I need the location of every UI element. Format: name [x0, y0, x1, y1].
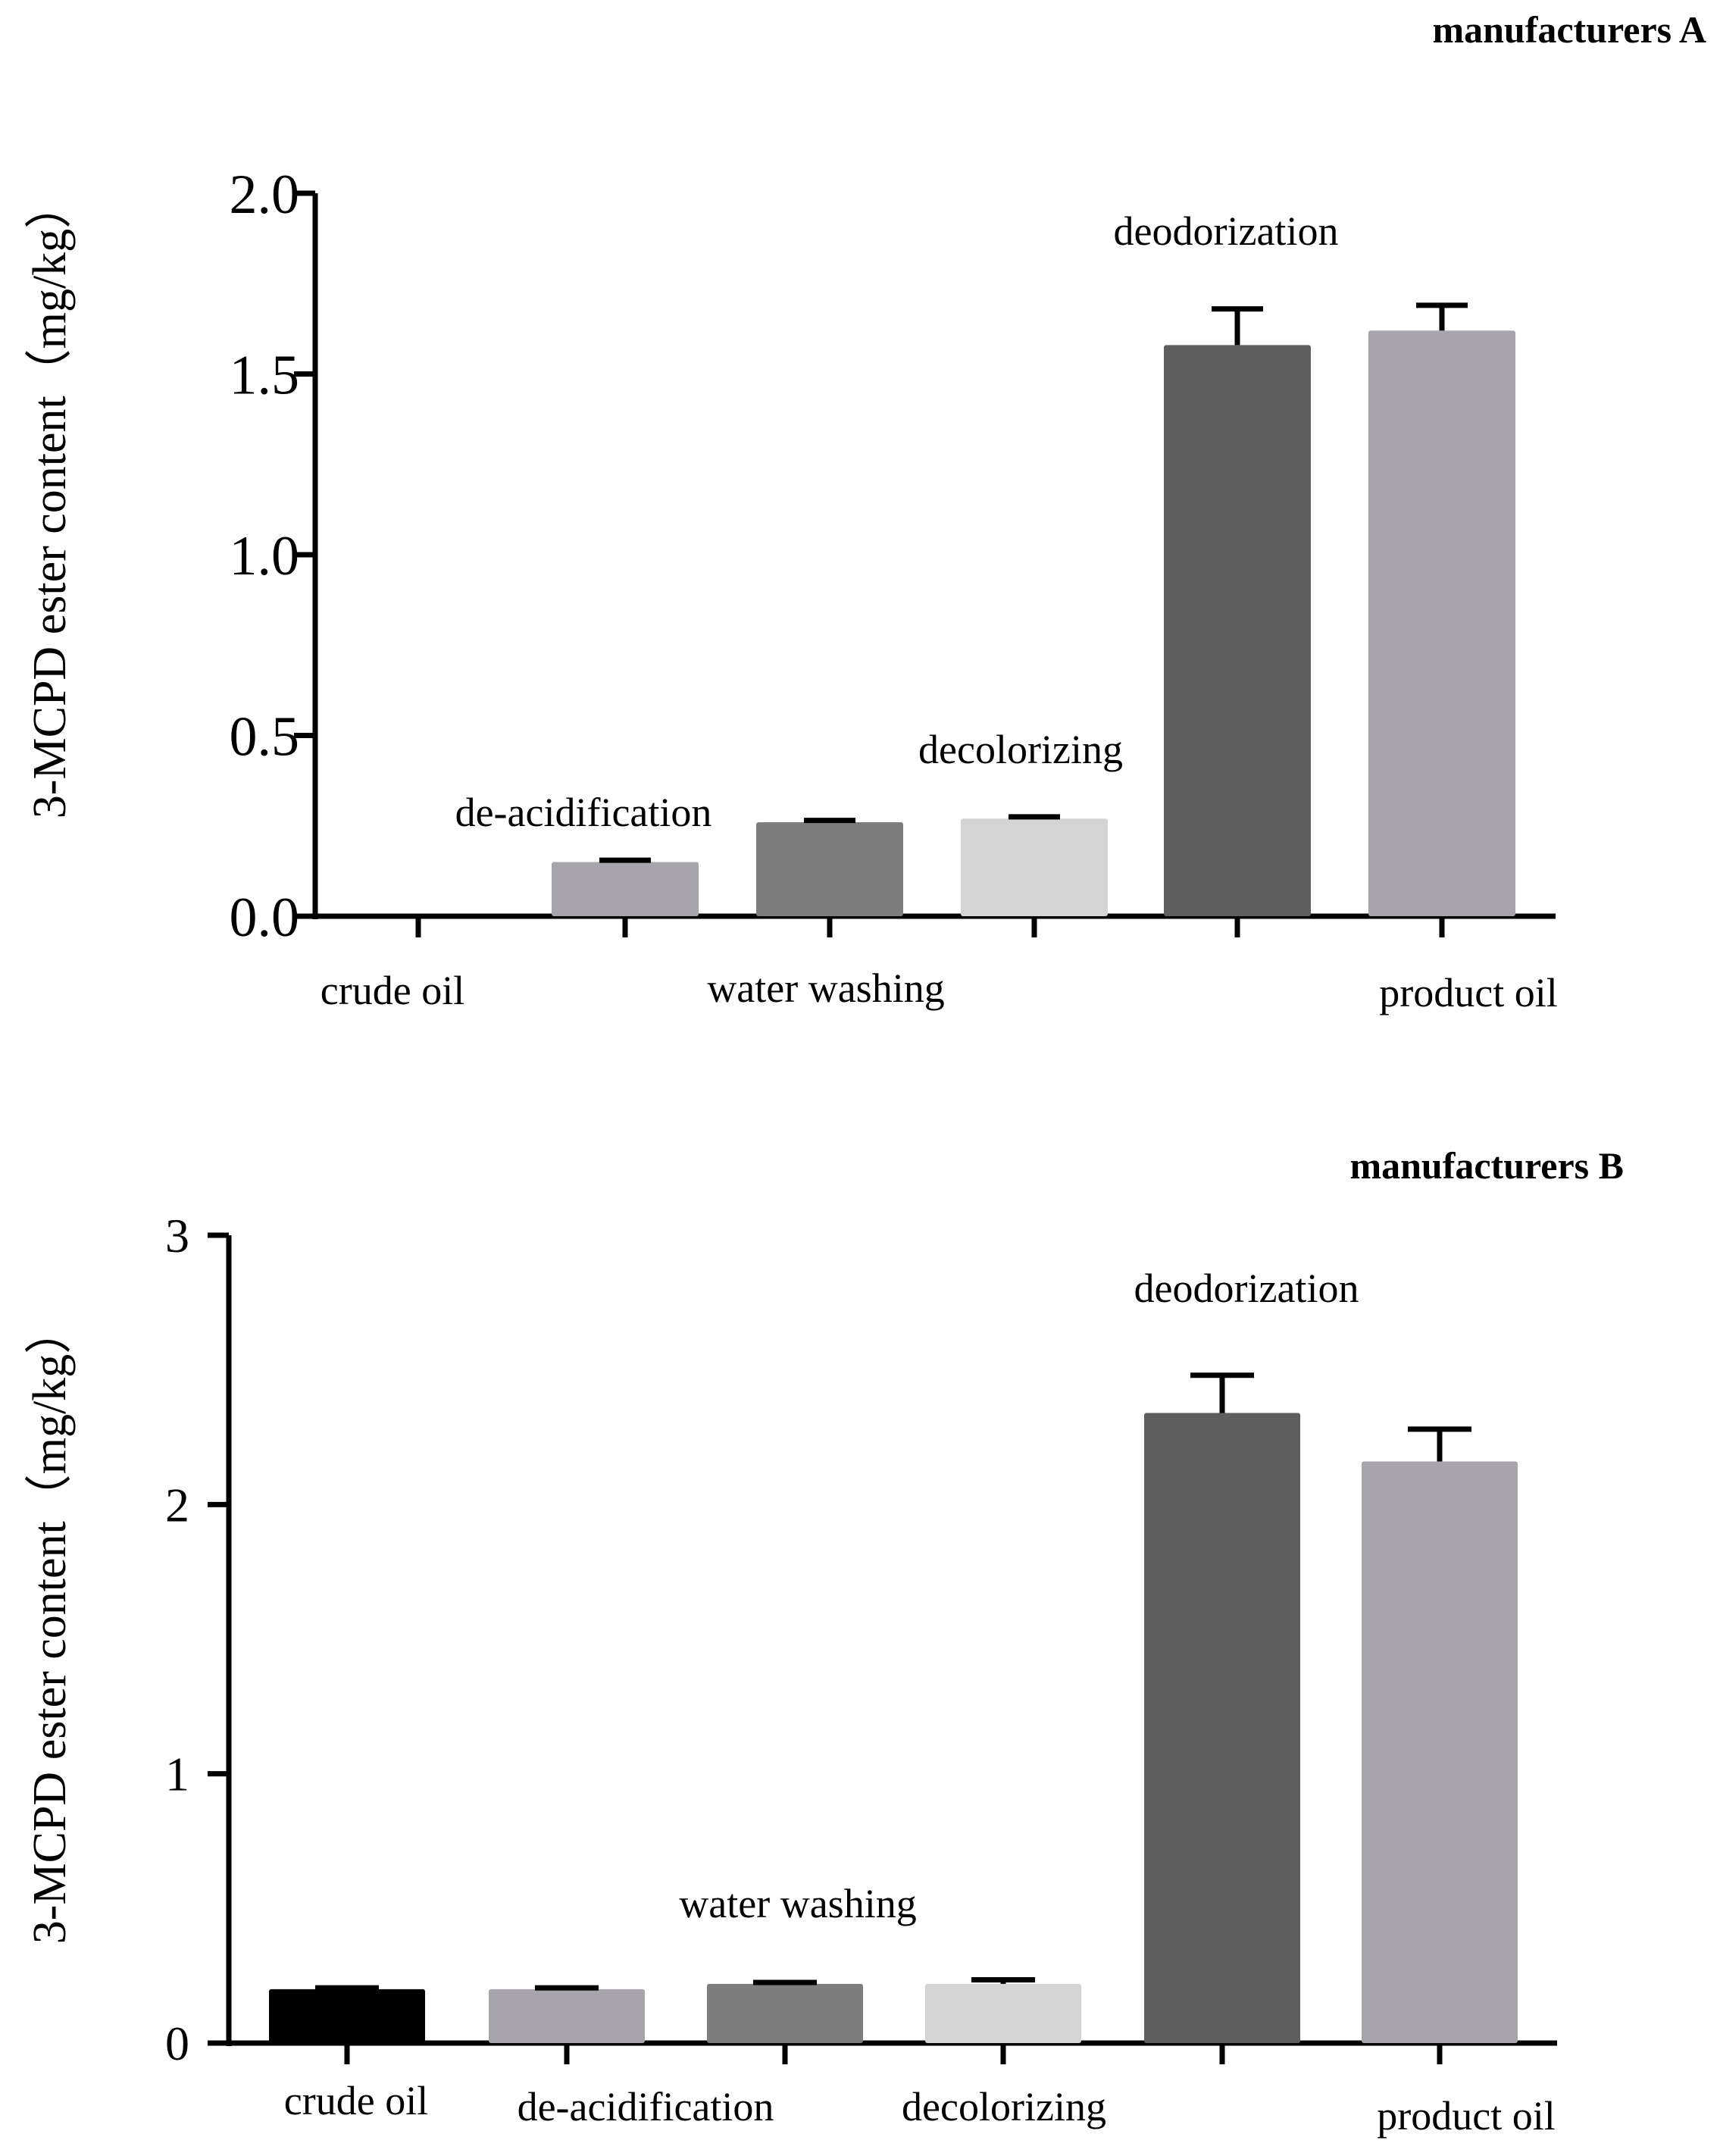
chart-a-y-tick-label: 0.5	[230, 706, 300, 768]
chart-b-error-bar-de-acidification	[535, 1985, 599, 1991]
chart-a-label-deodorization: deodorization	[1114, 208, 1339, 254]
chart-a-y-axis-label: 3-MCPD ester content（mg/kg）	[24, 182, 76, 818]
chart-a-bars	[552, 302, 1515, 917]
chart-b-error-bar-deodorization	[1190, 1372, 1254, 1413]
chart-b-bar-deodorization	[1144, 1413, 1300, 2043]
chart-b-y-tick-label: 3	[165, 1209, 189, 1263]
chart-a-y-tick-label: 0.0	[230, 887, 300, 949]
chart-a-y-tick-label: 1.0	[230, 525, 300, 587]
chart-a-bar-de-acidification	[552, 862, 699, 916]
chart-b-label-deodorization: deodorization	[1134, 1266, 1359, 1311]
chart-b-title: manufacturers B	[1349, 1144, 1624, 1187]
chart-a-ticks: 0.0 0.5 1.0 1.5 2.0	[230, 164, 1445, 949]
chart-b-label-de-acidification: de-acidification	[518, 2084, 774, 2129]
chart-a-label-product-oil: product oil	[1379, 970, 1557, 1015]
chart-b-y-axis-label: 3-MCPD ester content（mg/kg）	[24, 1307, 76, 1944]
chart-a-y-tick-label: 1.5	[230, 345, 300, 407]
chart-b-label-water-washing: water washing	[679, 1881, 916, 1926]
chart-b-bar-de-acidification	[489, 1989, 645, 2043]
chart-b-bar-crude-oil	[269, 1989, 425, 2043]
chart-b-y-tick-label: 2	[165, 1478, 189, 1532]
chart-b-y-tick-label: 1	[165, 1748, 189, 1801]
chart-b-error-bar-decolorizing	[971, 1977, 1035, 1984]
chart-a-y-tick-label: 2.0	[230, 164, 300, 226]
chart-a-title: manufacturers A	[1432, 8, 1706, 51]
chart-b-y-tick-label: 0	[165, 2017, 189, 2070]
chart-a-label-crude-oil: crude oil	[321, 968, 464, 1013]
chart-a-error-bar-product-oil	[1416, 302, 1468, 331]
chart-b-label-crude-oil: crude oil	[284, 2078, 428, 2123]
chart-a-bar-water-washing	[756, 821, 903, 916]
chart-a-error-bar-de-acidification	[599, 857, 651, 863]
chart-b-error-bar-product-oil	[1408, 1426, 1471, 1462]
chart-a-error-bar-water-washing	[804, 818, 855, 824]
chart-a-label-de-acidification: de-acidification	[455, 790, 712, 835]
chart-a-error-bar-deodorization	[1212, 306, 1263, 346]
chart-a-error-bar-decolorizing	[1009, 814, 1060, 820]
chart-a-label-decolorizing: decolorizing	[918, 727, 1123, 772]
panel-a: manufacturers A 3-MCPD ester content（mg/…	[24, 8, 1706, 1015]
chart-b-bar-product-oil	[1362, 1461, 1518, 2043]
chart-b-label-product-oil: product oil	[1377, 2093, 1555, 2139]
chart-b-bar-decolorizing	[925, 1983, 1081, 2043]
chart-b-bars	[269, 1372, 1518, 2043]
chart-b-error-bar-crude-oil	[315, 1985, 379, 1991]
chart-a-label-water-washing: water washing	[707, 965, 944, 1011]
chart-b-error-bar-water-washing	[753, 1979, 817, 1985]
chart-b-ticks: 0 1 2 3	[165, 1209, 1443, 2070]
chart-a-bar-deodorization	[1164, 345, 1311, 917]
chart-a-bar-decolorizing	[961, 818, 1108, 916]
chart-b-bar-water-washing	[707, 1983, 863, 2043]
chart-b-label-decolorizing: decolorizing	[902, 2084, 1106, 2129]
panel-b: manufacturers B 3-MCPD ester content（mg/…	[24, 1144, 1624, 2139]
chart-a-bar-product-oil	[1368, 330, 1515, 916]
